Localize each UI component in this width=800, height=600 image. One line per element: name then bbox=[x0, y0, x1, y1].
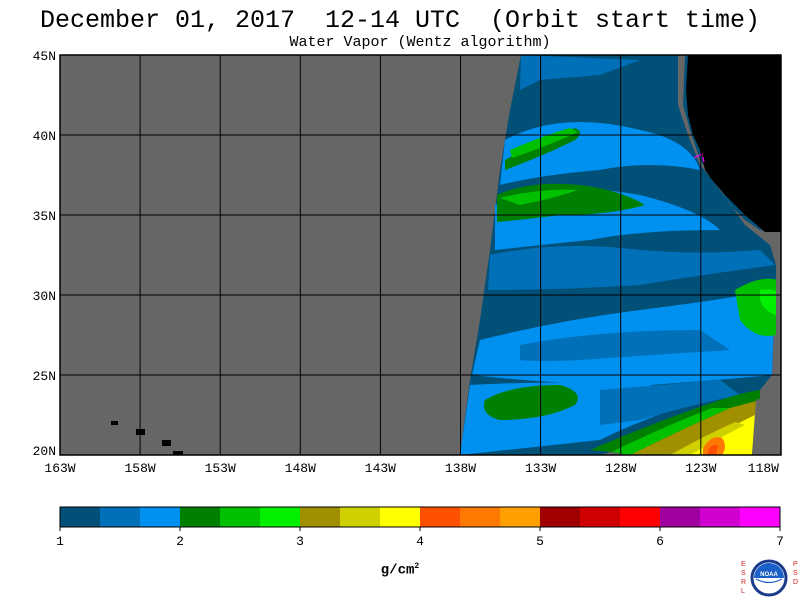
colorbar-swatch bbox=[660, 507, 701, 527]
moisture-band-olive bbox=[630, 400, 760, 455]
colorbar-swatch bbox=[60, 507, 101, 527]
lat-label: 40N bbox=[33, 129, 56, 144]
colorbar-tick-label: 5 bbox=[536, 534, 544, 549]
moisture-green-7 bbox=[760, 289, 778, 315]
colorbar-swatch bbox=[300, 507, 341, 527]
colorbar-swatch bbox=[740, 507, 781, 527]
colorbar-tick-label: 4 bbox=[416, 534, 424, 549]
colorbar-swatch bbox=[380, 507, 421, 527]
colorbar-swatch bbox=[460, 507, 501, 527]
moisture-green-4 bbox=[500, 189, 578, 205]
map-frame bbox=[59, 54, 782, 456]
moisture-band-khaki bbox=[670, 422, 745, 455]
hawaii-island-1 bbox=[111, 421, 118, 425]
swath-band-blue-8 bbox=[600, 380, 740, 425]
lon-label: 158W bbox=[124, 461, 155, 476]
lat-label: 35N bbox=[33, 209, 56, 224]
colorbar-swatch bbox=[340, 507, 381, 527]
lon-label: 143W bbox=[365, 461, 396, 476]
colorbar-swatch bbox=[420, 507, 461, 527]
hawaii-island-3 bbox=[162, 440, 171, 446]
colorbar-tick-label: 7 bbox=[776, 534, 784, 549]
colorbar-swatch bbox=[260, 507, 301, 527]
lat-label: 30N bbox=[33, 289, 56, 304]
lon-label: 148W bbox=[285, 461, 316, 476]
colorbar-tick-label: 1 bbox=[56, 534, 64, 549]
lon-label: 123W bbox=[685, 461, 716, 476]
lon-label: 138W bbox=[445, 461, 476, 476]
map-subtitle: Water Vapor (Wentz algorithm) bbox=[289, 34, 551, 51]
colorbar-swatch bbox=[540, 507, 581, 527]
north-america-land bbox=[686, 55, 781, 232]
lon-label: 163W bbox=[44, 461, 75, 476]
coastal-no-data bbox=[678, 55, 781, 410]
lon-label: 153W bbox=[205, 461, 236, 476]
longitude-labels: 163W 158W 153W 148W 143W 138W 133W 128W 123W 118W bbox=[44, 461, 779, 476]
map-title: December 01, 2017 12-14 UTC (Orbit start… bbox=[39, 6, 761, 35]
logo-noaa-text: NOAA bbox=[760, 572, 778, 578]
units-text: g/cm bbox=[380, 562, 415, 579]
colorbar-swatch bbox=[500, 507, 541, 527]
colorbar-swatch bbox=[580, 507, 621, 527]
colorbar-swatch bbox=[100, 507, 141, 527]
lon-label: 118W bbox=[748, 461, 779, 476]
moisture-green-5 bbox=[484, 385, 578, 420]
colorbar-tick-label: 3 bbox=[296, 534, 304, 549]
swath-band-blue-1 bbox=[520, 55, 640, 90]
swath-band-blue-4 bbox=[488, 246, 775, 290]
lon-label: 133W bbox=[525, 461, 556, 476]
colorbar-swatch bbox=[220, 507, 261, 527]
units-superscript: 2 bbox=[414, 562, 420, 571]
lon-label: 128W bbox=[605, 461, 636, 476]
colorbar-swatch bbox=[620, 507, 661, 527]
se-no-data bbox=[752, 395, 781, 455]
lat-label: 25N bbox=[33, 369, 56, 384]
colorbar-tick-label: 6 bbox=[656, 534, 664, 549]
station-label: CZD bbox=[700, 149, 720, 161]
colorbar-swatch bbox=[180, 507, 221, 527]
swath-band-blue-6 bbox=[520, 330, 730, 361]
lat-lon-grid bbox=[60, 55, 781, 455]
colorbar bbox=[59, 506, 781, 528]
lat-label: 20N bbox=[33, 444, 56, 459]
hawaii-island-4 bbox=[173, 451, 183, 455]
colorbar-tick-labels: 1 2 3 4 5 6 7 bbox=[56, 527, 784, 549]
colorbar-swatch bbox=[700, 507, 741, 527]
colorbar-units: g/cm2 bbox=[370, 562, 430, 579]
moisture-peak-red bbox=[708, 444, 718, 455]
latitude-labels: 45N 40N 35N 30N 25N 20N bbox=[33, 49, 56, 459]
moisture-band-green bbox=[590, 390, 760, 455]
lat-label: 45N bbox=[33, 49, 56, 64]
colorbar-tick-label: 2 bbox=[176, 534, 184, 549]
colorbar-swatch bbox=[140, 507, 181, 527]
station-czd-marker: CZD bbox=[693, 149, 720, 163]
